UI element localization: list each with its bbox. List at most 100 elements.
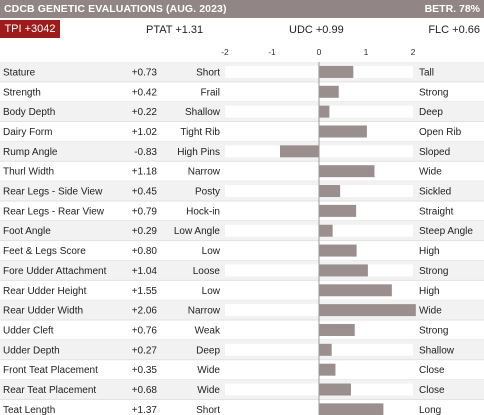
high-descriptor: High	[419, 246, 440, 257]
low-descriptor: Deep	[196, 345, 220, 356]
trait-chart: -2 -1 0 1 2 Stature +0.73 Short Tall Strength +0.4…	[0, 47, 484, 415]
high-descriptor: Open Rib	[419, 127, 462, 138]
flc-value: FLC +0.66	[428, 24, 480, 36]
trait-value: +0.45	[132, 187, 158, 198]
trait-value: +0.42	[132, 87, 158, 98]
trait-name: Strength	[3, 87, 41, 98]
high-descriptor: Strong	[419, 266, 448, 277]
low-descriptor: Low	[202, 286, 221, 297]
x-tick-label: -2	[221, 47, 229, 57]
low-descriptor: Wide	[197, 385, 220, 396]
trait-bar	[279, 145, 319, 158]
trait-name: Rear Legs - Side View	[3, 187, 103, 198]
trait-bar	[319, 264, 368, 277]
trait-name: Thurl Width	[3, 167, 54, 178]
low-descriptor: Short	[196, 405, 220, 415]
trait-name: Foot Angle	[3, 226, 51, 237]
x-tick-label: 0	[317, 47, 322, 57]
trait-name: Front Teat Placement	[3, 365, 98, 376]
trait-value: +1.37	[132, 405, 158, 415]
high-descriptor: Strong	[419, 87, 448, 98]
trait-name: Fore Udder Attachment	[3, 266, 107, 277]
trait-name: Feet & Legs Score	[3, 246, 86, 257]
x-tick-label: 1	[364, 47, 369, 57]
high-descriptor: Wide	[419, 306, 442, 317]
trait-value: +0.27	[132, 345, 158, 356]
high-descriptor: Sickled	[419, 187, 451, 198]
trait-bar	[319, 304, 416, 317]
trait-name: Rear Legs - Rear View	[3, 206, 105, 217]
trait-value: +0.80	[132, 246, 158, 257]
trait-name: Dairy Form	[3, 127, 52, 138]
high-descriptor: High	[419, 286, 440, 297]
trait-bar	[319, 403, 384, 415]
trait-name: Rear Udder Height	[3, 286, 87, 297]
trait-value: +0.76	[132, 325, 158, 336]
trait-value: +1.02	[132, 127, 158, 138]
trait-bar	[319, 383, 351, 396]
panel-title: CDCB GENETIC EVALUATIONS (AUG. 2023)	[4, 3, 227, 15]
high-descriptor: Close	[419, 385, 445, 396]
low-descriptor: High Pins	[177, 147, 220, 158]
trait-name: Udder Depth	[3, 345, 60, 356]
high-descriptor: Sloped	[419, 147, 450, 158]
low-descriptor: Tight Rib	[180, 127, 220, 138]
trait-bar	[319, 284, 392, 297]
udc-value: UDC +0.99	[289, 24, 344, 36]
x-tick-label: 2	[411, 47, 416, 57]
trait-bar	[319, 343, 332, 356]
low-descriptor: Shallow	[185, 107, 221, 118]
low-descriptor: Low Angle	[174, 226, 221, 237]
low-descriptor: Posty	[195, 187, 220, 198]
low-descriptor: Hock-in	[186, 206, 220, 217]
tpi-badge: TPI +3042	[0, 20, 60, 38]
low-descriptor: Narrow	[188, 306, 221, 317]
low-descriptor: Frail	[201, 87, 220, 98]
high-descriptor: Long	[419, 405, 441, 415]
trait-bar	[319, 85, 339, 98]
high-descriptor: Strong	[419, 325, 448, 336]
low-descriptor: Wide	[197, 365, 220, 376]
trait-name: Body Depth	[3, 107, 55, 118]
reliability-label: BETR. 78%	[424, 3, 480, 15]
high-descriptor: Shallow	[419, 345, 455, 356]
header-bar: CDCB GENETIC EVALUATIONS (AUG. 2023) BET…	[0, 0, 484, 18]
trait-bar	[319, 165, 375, 178]
trait-bar	[319, 224, 333, 237]
trait-value: +0.22	[132, 107, 158, 118]
high-descriptor: Deep	[419, 107, 443, 118]
trait-name: Rear Teat Placement	[3, 385, 96, 396]
trait-value: -0.83	[134, 147, 157, 158]
trait-value: +0.68	[132, 385, 158, 396]
summary-row: TPI +3042 PTAT +1.31 UDC +0.99 FLC +0.66	[0, 18, 484, 40]
high-descriptor: Close	[419, 365, 445, 376]
trait-value: +1.04	[132, 266, 158, 277]
trait-value: +0.35	[132, 365, 158, 376]
trait-name: Teat Length	[3, 405, 55, 415]
trait-bar	[319, 204, 357, 217]
ptat-value: PTAT +1.31	[146, 24, 204, 36]
trait-bar	[319, 244, 357, 257]
high-descriptor: Steep Angle	[419, 226, 473, 237]
low-descriptor: Low	[202, 246, 221, 257]
trait-bar	[319, 363, 336, 376]
x-tick-label: -1	[268, 47, 276, 57]
low-descriptor: Narrow	[188, 167, 221, 178]
trait-bar	[319, 125, 367, 138]
low-descriptor: Loose	[193, 266, 221, 277]
trait-name: Rump Angle	[3, 147, 58, 158]
trait-bar	[319, 65, 354, 78]
high-descriptor: Straight	[419, 206, 454, 217]
trait-name: Rear Udder Width	[3, 306, 83, 317]
trait-value: +1.55	[132, 286, 158, 297]
high-descriptor: Wide	[419, 167, 442, 178]
trait-name: Stature	[3, 67, 36, 78]
trait-bar	[319, 105, 330, 118]
trait-name: Udder Cleft	[3, 325, 54, 336]
high-descriptor: Tall	[419, 67, 434, 78]
trait-value: +0.79	[132, 206, 158, 217]
trait-value: +0.73	[132, 67, 158, 78]
low-descriptor: Short	[196, 67, 220, 78]
trait-value: +0.29	[132, 226, 158, 237]
